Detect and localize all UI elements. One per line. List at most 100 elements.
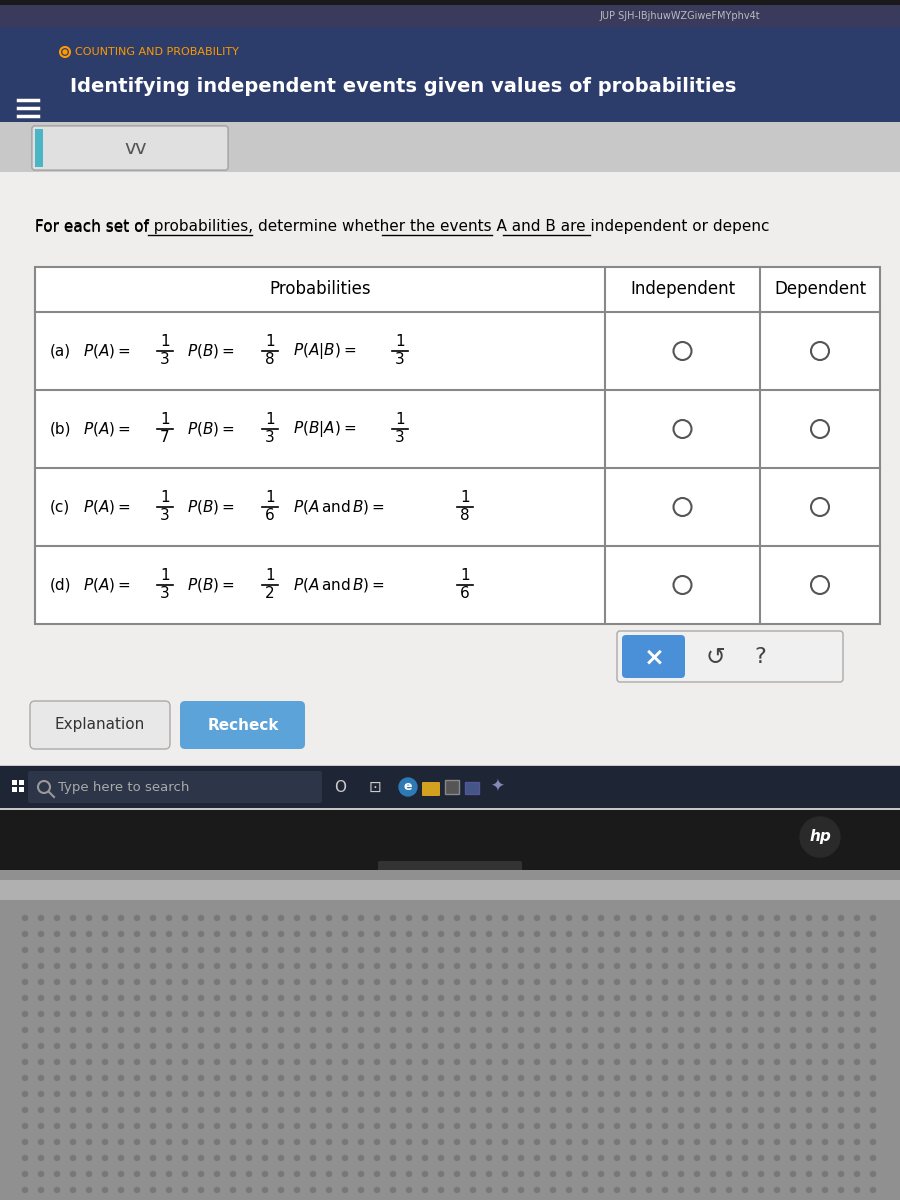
Circle shape xyxy=(839,1092,843,1097)
Circle shape xyxy=(566,916,572,920)
Circle shape xyxy=(535,1060,539,1064)
Circle shape xyxy=(806,1156,812,1160)
Circle shape xyxy=(391,1156,395,1160)
Circle shape xyxy=(327,1044,331,1049)
Circle shape xyxy=(134,1171,140,1176)
Circle shape xyxy=(535,1108,539,1112)
Circle shape xyxy=(487,1156,491,1160)
Circle shape xyxy=(199,1140,203,1145)
Circle shape xyxy=(854,964,859,968)
Circle shape xyxy=(358,1140,364,1145)
Circle shape xyxy=(134,916,140,920)
Circle shape xyxy=(710,1140,716,1145)
Circle shape xyxy=(422,1075,427,1080)
Circle shape xyxy=(86,948,92,953)
Circle shape xyxy=(422,1123,427,1128)
Text: 1: 1 xyxy=(460,491,470,505)
Circle shape xyxy=(662,1108,668,1112)
Circle shape xyxy=(327,1092,331,1097)
Text: 6: 6 xyxy=(266,509,274,523)
Circle shape xyxy=(823,1123,827,1128)
Circle shape xyxy=(86,1188,92,1193)
Circle shape xyxy=(710,1060,716,1064)
Circle shape xyxy=(710,979,716,984)
Circle shape xyxy=(407,948,411,953)
Circle shape xyxy=(679,948,683,953)
Circle shape xyxy=(438,1012,444,1016)
Circle shape xyxy=(374,979,380,984)
Circle shape xyxy=(150,1060,156,1064)
Text: 3: 3 xyxy=(266,431,274,445)
Circle shape xyxy=(870,979,876,984)
Circle shape xyxy=(374,1123,380,1128)
Circle shape xyxy=(710,931,716,936)
Circle shape xyxy=(551,1188,555,1193)
Circle shape xyxy=(646,1012,652,1016)
Circle shape xyxy=(695,916,699,920)
Circle shape xyxy=(598,1044,604,1049)
Circle shape xyxy=(471,1171,475,1176)
Circle shape xyxy=(710,964,716,968)
Circle shape xyxy=(166,1044,172,1049)
Circle shape xyxy=(39,931,43,936)
Circle shape xyxy=(454,916,460,920)
Circle shape xyxy=(358,1171,364,1176)
Circle shape xyxy=(214,964,220,968)
Circle shape xyxy=(22,996,28,1001)
Circle shape xyxy=(582,1108,588,1112)
Circle shape xyxy=(22,1044,28,1049)
Circle shape xyxy=(870,1060,876,1064)
Circle shape xyxy=(391,916,395,920)
Circle shape xyxy=(726,996,732,1001)
Circle shape xyxy=(399,778,417,796)
Circle shape xyxy=(631,916,635,920)
Circle shape xyxy=(374,1075,380,1080)
Text: Type here to search: Type here to search xyxy=(58,780,189,793)
Circle shape xyxy=(454,1075,460,1080)
Circle shape xyxy=(582,996,588,1001)
Circle shape xyxy=(407,1188,411,1193)
Circle shape xyxy=(646,931,652,936)
Circle shape xyxy=(119,1012,123,1016)
Circle shape xyxy=(870,1012,876,1016)
Circle shape xyxy=(230,1060,236,1064)
Circle shape xyxy=(343,948,347,953)
Circle shape xyxy=(646,1188,652,1193)
Circle shape xyxy=(615,1140,619,1145)
Circle shape xyxy=(854,1156,859,1160)
FancyBboxPatch shape xyxy=(35,266,880,624)
Circle shape xyxy=(343,916,347,920)
Circle shape xyxy=(70,931,76,936)
Circle shape xyxy=(343,1075,347,1080)
Circle shape xyxy=(806,1188,812,1193)
Circle shape xyxy=(391,1188,395,1193)
Circle shape xyxy=(790,1123,796,1128)
Text: Independent: Independent xyxy=(630,281,735,299)
Circle shape xyxy=(535,1044,539,1049)
Circle shape xyxy=(247,916,251,920)
Circle shape xyxy=(247,979,251,984)
Circle shape xyxy=(551,1140,555,1145)
Circle shape xyxy=(598,964,604,968)
Circle shape xyxy=(103,979,107,984)
Circle shape xyxy=(199,931,203,936)
Circle shape xyxy=(631,1027,635,1032)
Circle shape xyxy=(150,1108,156,1112)
Circle shape xyxy=(662,1092,668,1097)
Circle shape xyxy=(310,1012,316,1016)
Circle shape xyxy=(247,1156,251,1160)
Circle shape xyxy=(502,1156,508,1160)
Text: Recheck: Recheck xyxy=(207,718,279,732)
Circle shape xyxy=(502,979,508,984)
Circle shape xyxy=(823,1156,827,1160)
Circle shape xyxy=(374,1012,380,1016)
Text: 1: 1 xyxy=(160,413,170,427)
Circle shape xyxy=(487,1075,491,1080)
Circle shape xyxy=(695,1027,699,1032)
Circle shape xyxy=(679,1188,683,1193)
Circle shape xyxy=(230,1075,236,1080)
Circle shape xyxy=(183,1012,187,1016)
Circle shape xyxy=(39,996,43,1001)
Circle shape xyxy=(806,931,812,936)
Circle shape xyxy=(86,1123,92,1128)
